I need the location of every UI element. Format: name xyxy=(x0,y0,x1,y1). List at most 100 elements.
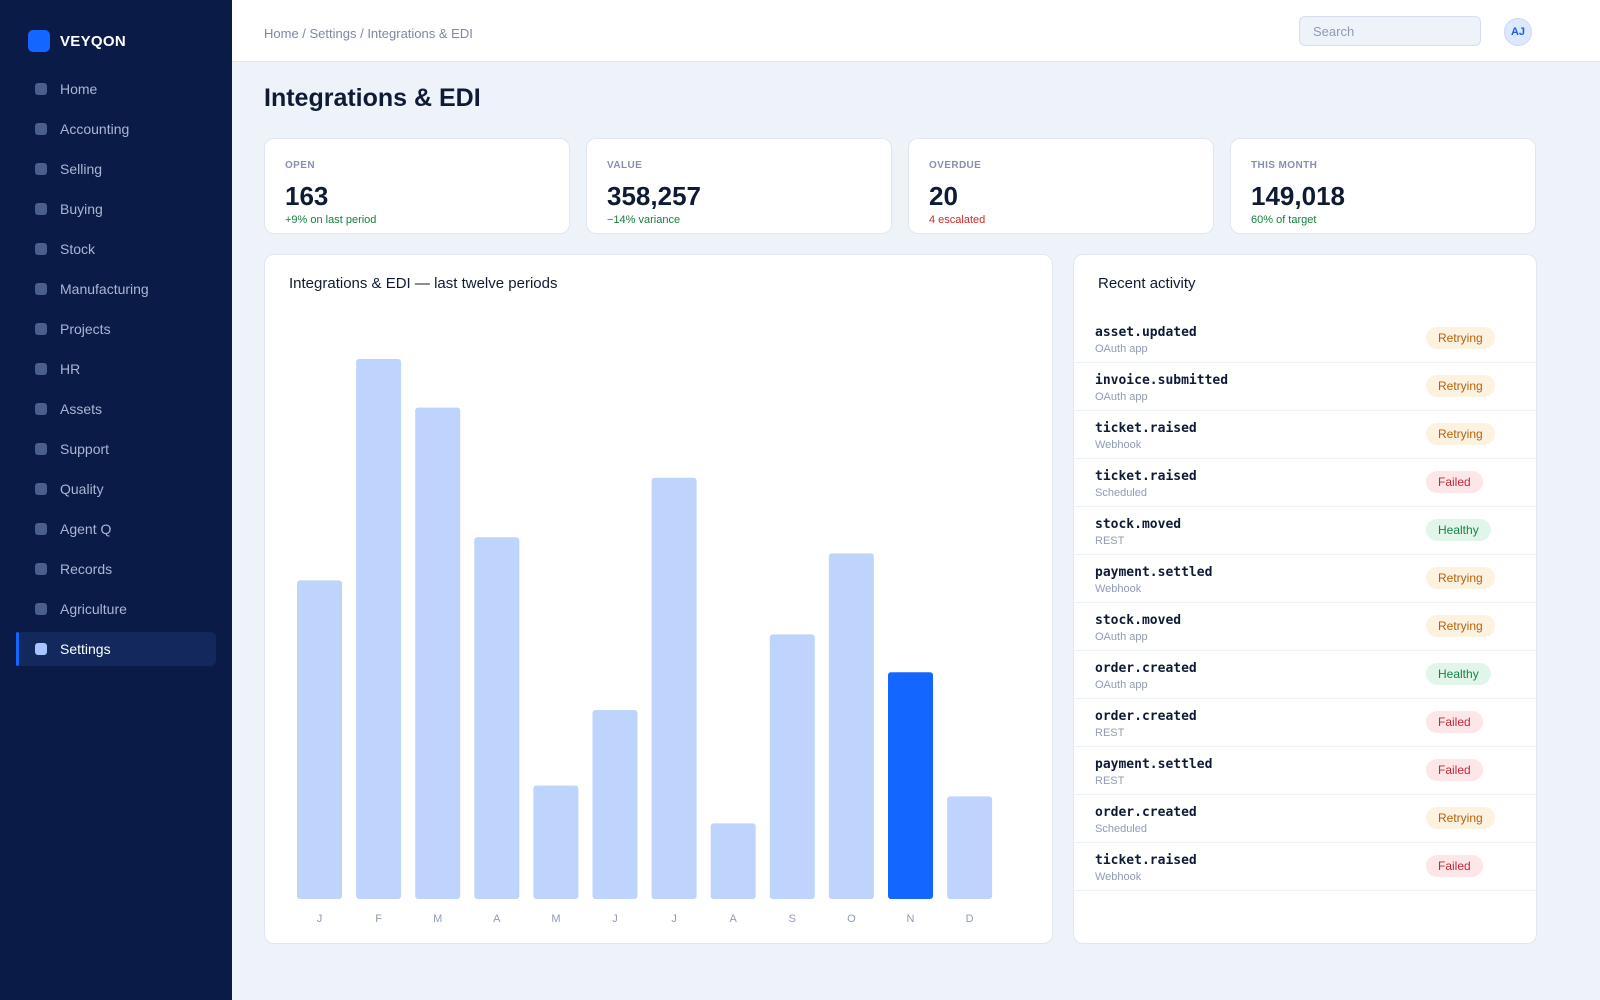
activity-row[interactable]: order.created REST Failed xyxy=(1074,699,1536,747)
sidebar-item-label: Stock xyxy=(60,241,96,257)
chart-bar-3[interactable] xyxy=(474,537,520,899)
activity-row[interactable]: invoice.submitted OAuth app Retrying xyxy=(1074,363,1536,411)
activity-row[interactable]: order.created OAuth app Healthy xyxy=(1074,651,1536,699)
avatar[interactable]: AJ xyxy=(1504,18,1532,46)
sidebar-item-label: Support xyxy=(60,441,110,457)
chart-bar-8[interactable] xyxy=(769,634,815,899)
sidebar-item-label: Settings xyxy=(60,641,111,657)
sidebar-item-label: Manufacturing xyxy=(60,281,149,297)
status-badge: Failed xyxy=(1426,855,1483,877)
nav-bullet-icon xyxy=(35,203,47,215)
chart-bar-9[interactable] xyxy=(828,553,874,899)
sidebar-item-label: Accounting xyxy=(60,121,130,137)
nav-bullet-icon xyxy=(35,523,47,535)
x-tick-label: F xyxy=(375,913,382,925)
kpi-label: OPEN xyxy=(285,160,315,171)
chart-bar-6[interactable] xyxy=(651,477,697,899)
nav-bullet-icon xyxy=(35,323,47,335)
activity-row[interactable]: ticket.raised Scheduled Failed xyxy=(1074,459,1536,507)
activity-source: Scheduled xyxy=(1095,823,1147,835)
sidebar-item-agent-q[interactable]: Agent Q xyxy=(16,512,216,546)
sidebar-item-buying[interactable]: Buying xyxy=(16,192,216,226)
activity-row[interactable]: ticket.raised Webhook Retrying xyxy=(1074,411,1536,459)
sidebar-item-quality[interactable]: Quality xyxy=(16,472,216,506)
x-tick-label: J xyxy=(612,913,618,925)
brand-logo-icon xyxy=(28,30,50,52)
sidebar-item-support[interactable]: Support xyxy=(16,432,216,466)
activity-row[interactable]: stock.moved OAuth app Retrying xyxy=(1074,603,1536,651)
activity-event: order.created xyxy=(1095,709,1197,724)
activity-row[interactable]: stock.moved REST Healthy xyxy=(1074,507,1536,555)
chart-bar-2[interactable] xyxy=(415,407,461,899)
sidebar-item-stock[interactable]: Stock xyxy=(16,232,216,266)
kpi-delta: +9% on last period xyxy=(285,214,377,226)
sidebar-item-hr[interactable]: HR xyxy=(16,352,216,386)
kpi-delta: −14% variance xyxy=(607,214,681,226)
x-tick-label: A xyxy=(730,913,738,925)
activity-event: ticket.raised xyxy=(1095,469,1197,484)
sidebar-item-settings[interactable]: Settings xyxy=(16,632,216,666)
sidebar-item-accounting[interactable]: Accounting xyxy=(16,112,216,146)
kpi-label: VALUE xyxy=(607,160,643,171)
activity-event: payment.settled xyxy=(1095,757,1213,772)
sidebar-item-records[interactable]: Records xyxy=(16,552,216,586)
sidebar-item-label: Home xyxy=(60,81,98,97)
activity-source: Webhook xyxy=(1095,439,1142,451)
status-badge: Failed xyxy=(1426,711,1483,733)
x-tick-label: M xyxy=(433,913,442,925)
status-badge: Retrying xyxy=(1426,807,1495,829)
brand-name: VEYQON xyxy=(60,32,126,50)
nav-bullet-icon xyxy=(35,123,47,135)
kpi-card-open: OPEN 163 +9% on last period xyxy=(264,138,570,234)
kpi-value: 358,257 xyxy=(607,181,701,211)
activity-source: OAuth app xyxy=(1095,679,1148,691)
sidebar-item-label: HR xyxy=(60,361,81,377)
status-badge: Retrying xyxy=(1426,327,1495,349)
kpi-value: 149,018 xyxy=(1251,181,1345,211)
activity-row[interactable]: payment.settled REST Failed xyxy=(1074,747,1536,795)
activity-title: Recent activity xyxy=(1098,275,1196,292)
chart-bar-10[interactable] xyxy=(888,672,933,899)
page-title: Integrations & EDI xyxy=(264,84,481,112)
sidebar-item-assets[interactable]: Assets xyxy=(16,392,216,426)
sidebar-item-home[interactable]: Home xyxy=(16,72,216,106)
sidebar-item-label: Agriculture xyxy=(60,601,127,617)
nav-bullet-icon xyxy=(35,163,47,175)
chart-bar-4[interactable] xyxy=(533,785,579,899)
activity-row[interactable]: ticket.raised Webhook Failed xyxy=(1074,843,1536,891)
status-badge: Retrying xyxy=(1426,615,1495,637)
status-badge: Retrying xyxy=(1426,567,1495,589)
activity-event: order.created xyxy=(1095,661,1197,676)
activity-row[interactable]: payment.settled Webhook Retrying xyxy=(1074,555,1536,603)
status-badge: Healthy xyxy=(1426,663,1491,685)
chart-bar-5[interactable] xyxy=(592,710,638,899)
activity-event: invoice.submitted xyxy=(1095,373,1229,388)
chart-bar-11[interactable] xyxy=(947,796,993,899)
sidebar-item-label: Agent Q xyxy=(60,521,112,537)
status-badge: Retrying xyxy=(1426,423,1495,445)
chart-bar-7[interactable] xyxy=(710,823,756,899)
nav-bullet-icon xyxy=(35,563,47,575)
chart-title: Integrations & EDI — last twelve periods xyxy=(289,275,558,292)
sidebar-item-label: Projects xyxy=(60,321,111,337)
chart-bar-1[interactable] xyxy=(356,359,402,899)
kpi-label: OVERDUE xyxy=(929,160,982,171)
sidebar-item-agriculture[interactable]: Agriculture xyxy=(16,592,216,626)
activity-event: payment.settled xyxy=(1095,565,1213,580)
activity-list: asset.updated OAuth app Retrying invoice.su… xyxy=(1074,315,1536,891)
chart-card: Integrations & EDI — last twelve periods… xyxy=(264,254,1053,944)
activity-row[interactable]: asset.updated OAuth app Retrying xyxy=(1074,315,1536,363)
sidebar-item-manufacturing[interactable]: Manufacturing xyxy=(16,272,216,306)
sidebar-item-projects[interactable]: Projects xyxy=(16,312,216,346)
activity-row[interactable]: order.created Scheduled Retrying xyxy=(1074,795,1536,843)
activity-event: stock.moved xyxy=(1095,517,1182,532)
brand[interactable]: VEYQON xyxy=(28,30,126,52)
nav-bullet-icon xyxy=(35,483,47,495)
activity-card: Recent activity asset.updated OAuth app Re… xyxy=(1073,254,1537,944)
x-tick-label: O xyxy=(847,913,856,925)
search-input[interactable] xyxy=(1299,16,1481,46)
sidebar-item-label: Assets xyxy=(60,401,103,417)
sidebar-item-selling[interactable]: Selling xyxy=(16,152,216,186)
activity-event: ticket.raised xyxy=(1095,853,1197,868)
chart-bar-0[interactable] xyxy=(297,580,342,899)
